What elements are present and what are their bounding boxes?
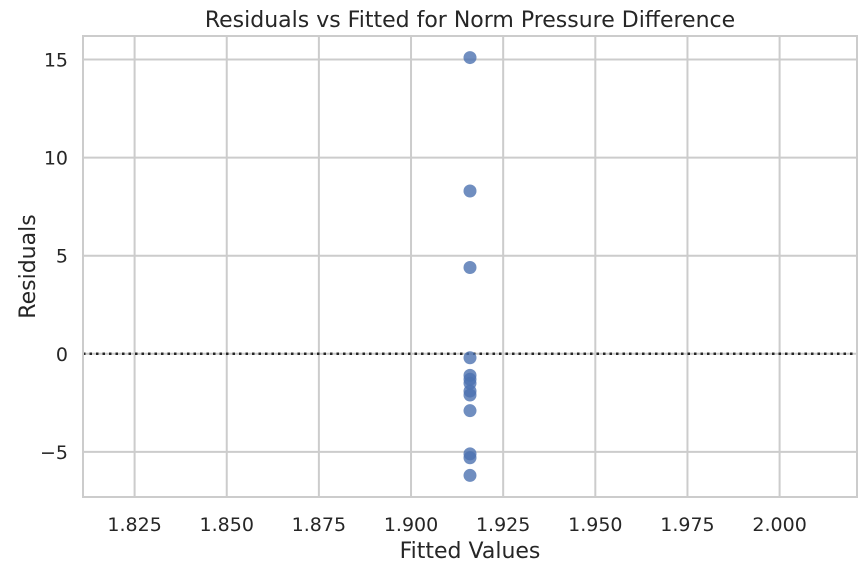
data-point bbox=[463, 184, 477, 198]
x-axis-label: Fitted Values bbox=[400, 539, 541, 564]
data-point bbox=[463, 51, 477, 65]
x-tick-label: 1.825 bbox=[107, 514, 161, 536]
y-tick-label: 15 bbox=[44, 50, 68, 72]
x-tick-label: 1.925 bbox=[476, 514, 530, 536]
data-points bbox=[463, 51, 477, 482]
data-point bbox=[463, 388, 477, 402]
x-tick-label: 1.900 bbox=[384, 514, 438, 536]
y-tick-label: 10 bbox=[44, 148, 68, 170]
x-tick-label: 1.850 bbox=[200, 514, 254, 536]
y-tick-label: 0 bbox=[56, 344, 68, 366]
data-point bbox=[463, 451, 477, 465]
data-point bbox=[463, 404, 477, 418]
x-tick-labels: 1.825 1.850 1.875 1.900 1.925 1.950 1.975 2.000 bbox=[107, 514, 806, 536]
y-axis-label: Residuals bbox=[16, 214, 41, 318]
data-point bbox=[463, 468, 477, 482]
x-tick-label: 1.975 bbox=[660, 514, 714, 536]
x-tick-label: 1.875 bbox=[292, 514, 346, 536]
x-tick-label: 1.950 bbox=[568, 514, 622, 536]
y-tick-labels: 15 10 5 0 −5 bbox=[40, 50, 68, 464]
y-tick-label: 5 bbox=[56, 246, 68, 268]
plot-frame bbox=[82, 35, 858, 498]
data-point bbox=[463, 260, 477, 274]
x-tick-label: 2.000 bbox=[752, 514, 806, 536]
data-point bbox=[463, 351, 477, 365]
y-tick-label: −5 bbox=[40, 442, 68, 464]
chart-title: Residuals vs Fitted for Norm Pressure Di… bbox=[205, 8, 735, 33]
